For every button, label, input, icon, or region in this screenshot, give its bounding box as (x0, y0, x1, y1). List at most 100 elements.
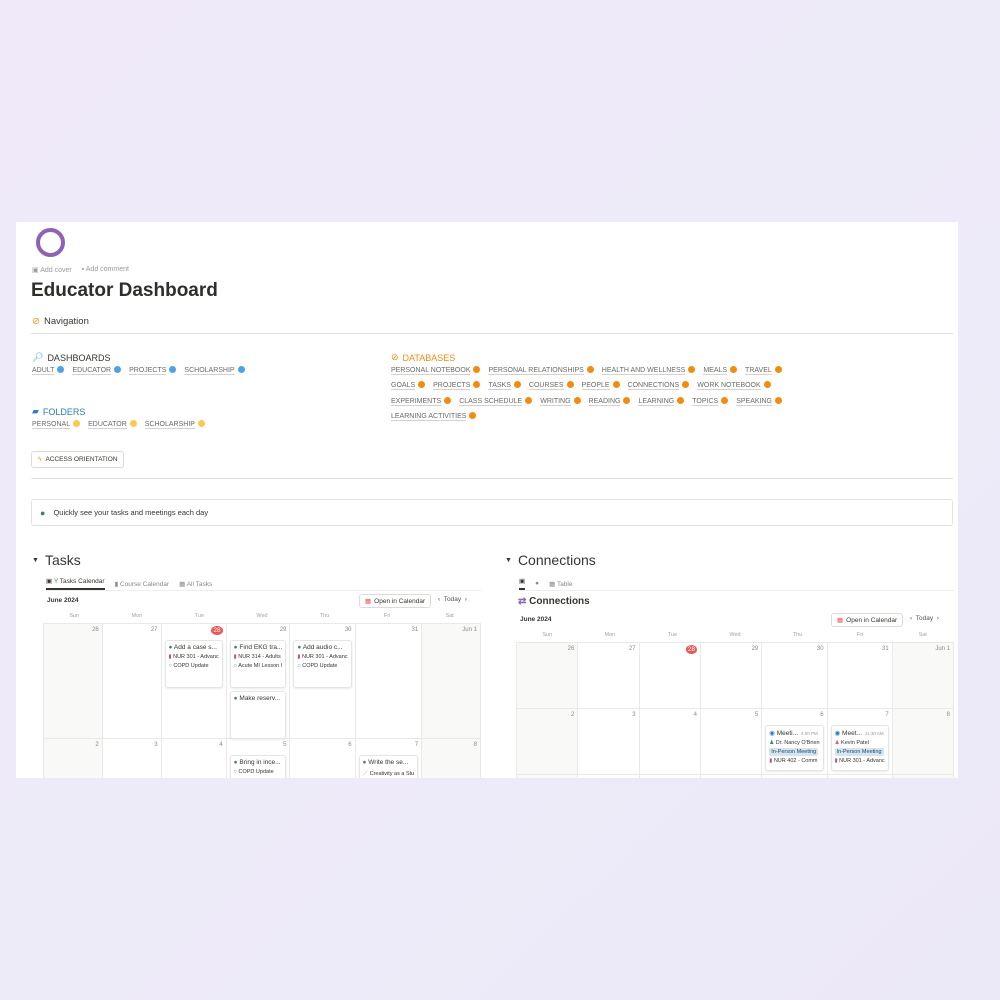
calendar-day-cell[interactable]: Jun 1 (422, 624, 481, 739)
calendar-day-cell[interactable]: 31 (355, 624, 423, 739)
calendar-day-cell[interactable]: 29 ● Find EKG tra... ▮ NUR 314 - Adults ○ A… (226, 624, 291, 739)
link-meals[interactable]: MEALS (703, 367, 728, 375)
link-topics[interactable]: TOPICS (692, 397, 719, 406)
open-in-calendar-button[interactable]: ▦ Open in Calendar (359, 594, 432, 608)
calendar-day-cell[interactable] (640, 775, 701, 778)
tab-chat-view[interactable]: ● (535, 580, 540, 587)
calendar-day-cell[interactable]: 4 (162, 739, 227, 778)
event-card[interactable]: ● Make reserv... (229, 691, 287, 739)
calendar-day-cell[interactable]: 8 (892, 709, 954, 775)
day-number-text: Jun 1 (462, 627, 477, 633)
today-button[interactable]: Today (443, 596, 462, 603)
event-card[interactable]: ◉ Meet... 11:30 AM ♟ Kevin Patel In-Person … (830, 725, 889, 771)
calendar-day-cell[interactable]: 28 (639, 643, 701, 709)
calendar-day-cell[interactable]: 29 (700, 643, 763, 709)
calendar-day-cell[interactable]: 3 (578, 709, 640, 775)
calendar-day-cell[interactable]: 30 ● Add audio c... ▮ NUR 301 - Advanc ○ CO… (290, 624, 356, 739)
toggle-triangle-icon[interactable]: ▼ (32, 556, 39, 564)
calendar-day-cell[interactable]: 7 ◉ Meet... 11:30 AM ♟ Kevin Patel In-Person… (827, 709, 893, 775)
link-projects[interactable]: PROJECTS (129, 367, 167, 375)
tab-course-calendar[interactable]: ▮ Course Calendar (114, 580, 170, 588)
link-reading[interactable]: READING (588, 397, 621, 406)
calendar-day-cell[interactable] (578, 775, 640, 778)
calendar-day-cell[interactable]: 2 (517, 709, 579, 775)
link-projects[interactable]: PROJECTS (433, 382, 471, 391)
calendar-day-cell[interactable]: 27 (102, 624, 162, 739)
calendar-day-cell[interactable]: 8 (422, 739, 481, 778)
link-personal-notebook[interactable]: PERSONAL NOTEBOOK (391, 367, 471, 375)
link-educator[interactable]: EDUCATOR (88, 421, 127, 429)
compass-icon: ⊘ (391, 352, 399, 362)
open-in-calendar-button[interactable]: ▦ Open in Calendar (831, 613, 904, 627)
link-courses[interactable]: COURSES (528, 382, 564, 391)
calendar-day-cell[interactable] (828, 775, 893, 778)
link-scholarship[interactable]: SCHOLARSHIP (184, 367, 235, 375)
tab-all-tasks[interactable]: ▦ All Tasks (179, 580, 213, 588)
link-goals[interactable]: GOALS (391, 382, 416, 391)
calendar-day-cell[interactable] (892, 775, 954, 778)
calendar-day-cell[interactable] (517, 775, 579, 778)
calendar-day-cell[interactable]: 4 (639, 709, 701, 775)
link-work-notebook[interactable]: WORK NOTEBOOK (697, 382, 761, 391)
link-personal[interactable]: PERSONAL (32, 421, 71, 429)
link-experiments[interactable]: EXPERIMENTS (391, 397, 442, 406)
add-cover-button[interactable]: ▣ Add cover (32, 267, 72, 274)
tab-calendar-view[interactable]: ▣ (519, 577, 526, 590)
link-learning-activities[interactable]: LEARNING ACTIVITIES (391, 412, 467, 421)
link-personal-relationships[interactable]: PERSONAL RELATIONSHIPS (488, 367, 584, 375)
connections-heading[interactable]: ▼ Connections (505, 552, 596, 568)
link-writing[interactable]: WRITING (540, 397, 571, 406)
add-comment-button[interactable]: ▪ Add comment (81, 266, 129, 273)
calendar-day-cell[interactable] (762, 775, 828, 778)
calendar-day-cell[interactable]: 30 (762, 643, 828, 709)
tasks-heading[interactable]: ▼ Tasks (32, 552, 81, 568)
link-learning[interactable]: LEARNING (638, 397, 675, 406)
calendar-day-cell[interactable]: 26 (517, 643, 579, 709)
calendar-day-cell[interactable]: 3 (103, 739, 162, 778)
today-button[interactable]: Today (915, 615, 934, 622)
prev-month-icon[interactable]: ‹ (438, 596, 441, 603)
event-card[interactable]: ● Write the se... ／ Creativity as a Stu (358, 755, 419, 778)
calendar-day-cell[interactable]: 5 (700, 709, 763, 775)
link-tasks[interactable]: TASKS (488, 382, 511, 391)
calendar-day-cell[interactable]: 6 (290, 739, 356, 778)
link-connections[interactable]: CONNECTIONS (627, 382, 680, 391)
event-card[interactable]: ● Bring in ince... ○ COPD Update (229, 755, 287, 778)
calendar-day-cell[interactable]: 27 (578, 643, 640, 709)
event-card[interactable]: ● Add a case s... ▮ NUR 301 - Advanc ○ COP… (164, 640, 223, 688)
link-people[interactable]: PEOPLE (581, 382, 610, 391)
calendar-day-cell[interactable]: 26 (44, 624, 103, 739)
event-card[interactable]: ● Find EKG tra... ▮ NUR 314 - Adults ○ Acu… (229, 640, 287, 688)
page-icon-circle[interactable] (36, 228, 65, 257)
day-number: 30 (765, 646, 824, 656)
prev-month-icon[interactable]: ‹ (910, 615, 913, 622)
next-month-icon[interactable]: › (936, 615, 939, 622)
calendar-day-cell[interactable]: 6 ◉ Meeti... 4:00 PM ♟ Dr. Nancy O'Brien In-… (762, 709, 828, 775)
link-educator[interactable]: EDUCATOR (72, 367, 112, 375)
tab-tasks-calendar[interactable]: ▣ Y Tasks Calendar (46, 577, 105, 590)
link-speaking[interactable]: SPEAKING (736, 397, 772, 406)
event-card[interactable]: ◉ Meeti... 4:00 PM ♟ Dr. Nancy O'Brien In-P… (765, 725, 824, 771)
calendar-day-cell[interactable]: 2 (44, 739, 103, 778)
link-health-and-wellness[interactable]: HEALTH AND WELLNESS (601, 367, 686, 375)
check-icon: ● (168, 644, 173, 651)
status-dot-icon (612, 381, 620, 389)
link-class-schedule[interactable]: CLASS SCHEDULE (459, 397, 523, 406)
link-scholarship[interactable]: SCHOLARSHIP (144, 421, 195, 429)
calendar-day-cell[interactable]: 28 ● Add a case s... ▮ NUR 301 - Advanc ○ C… (161, 624, 227, 739)
toggle-triangle-icon[interactable]: ▼ (505, 556, 512, 564)
calendar-day-cell[interactable]: 5 ● Bring in ince... ○ COPD Update (227, 739, 291, 778)
calendar-day-cell[interactable] (701, 775, 763, 778)
access-orientation-button[interactable]: ϟ ACCESS ORIENTATION (31, 451, 125, 468)
tab-table[interactable]: ▦ Table (549, 580, 573, 588)
circle-icon: ○ (233, 663, 237, 669)
calendar-day-cell[interactable]: Jun 1 (892, 643, 954, 709)
status-dot-icon (114, 366, 122, 373)
next-month-icon[interactable]: › (464, 596, 467, 603)
lightning-icon: ϟ (38, 456, 42, 463)
event-card[interactable]: ● Add audio c... ▮ NUR 301 - Advanc ○ COPD… (293, 640, 352, 688)
link-travel[interactable]: TRAVEL (745, 367, 772, 375)
calendar-day-cell[interactable]: 31 (827, 643, 893, 709)
calendar-day-cell[interactable]: 7 ● Write the se... ／ Creativity as a Stu (356, 739, 423, 778)
link-adult[interactable]: ADULT (32, 367, 55, 375)
